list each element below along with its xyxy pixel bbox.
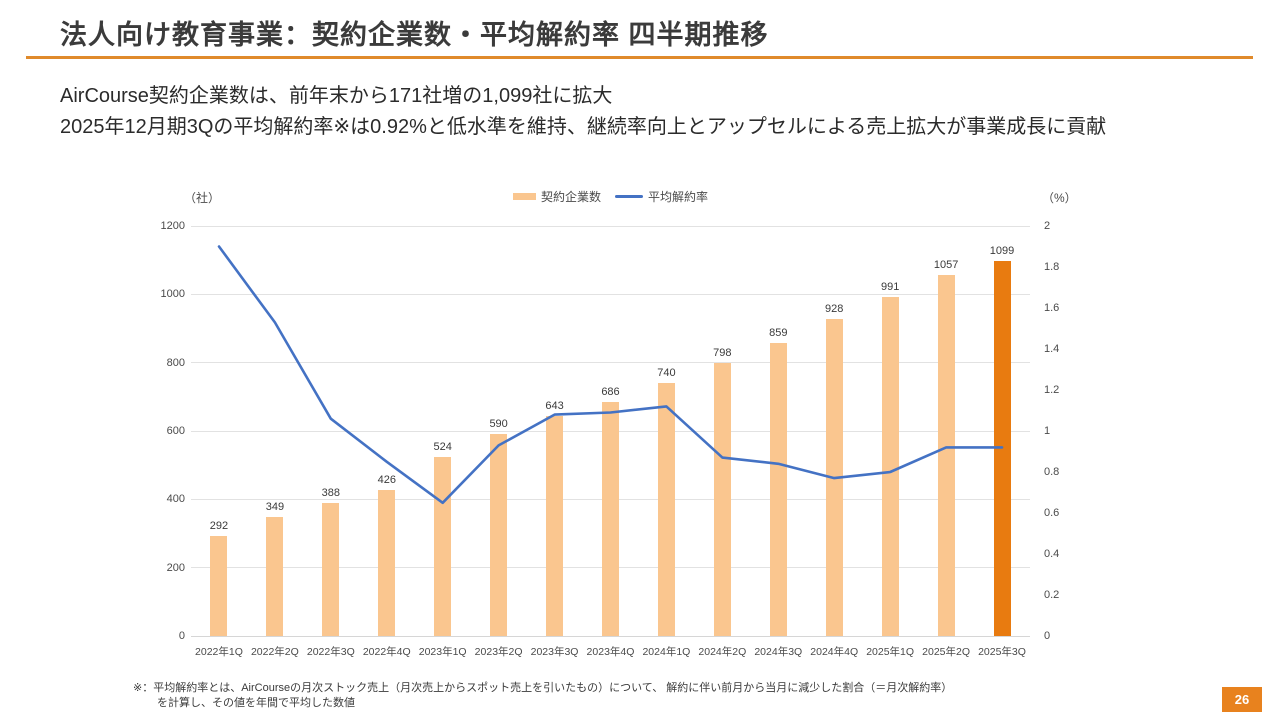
bar-value-label: 1057	[933, 258, 959, 271]
bar-value-label: 426	[377, 474, 396, 487]
footnote: ※：平均解約率とは、AirCourseの月次ストック売上（月次売上からスポット売…	[133, 681, 952, 711]
right-axis-tick-label: 0.8	[1044, 466, 1060, 478]
chart-legend: 契約企業数 平均解約率	[191, 188, 1030, 204]
right-axis-tick-label: 2	[1044, 220, 1051, 232]
legend-bar-swatch-icon	[512, 192, 536, 200]
x-axis-label: 2023年3Q	[530, 646, 579, 658]
x-axis-label: 2024年3Q	[754, 646, 803, 658]
right-axis-tick-label: 0.4	[1044, 548, 1060, 560]
bar-value-label: 349	[265, 500, 285, 513]
left-axis-tick-label: 1000	[160, 288, 185, 301]
bar-value-label: 928	[825, 302, 844, 315]
bar	[266, 516, 284, 636]
bar-value-label: 686	[601, 385, 620, 398]
x-axis-label: 2023年2Q	[474, 646, 523, 658]
x-axis-label: 2025年1Q	[866, 646, 915, 658]
x-axis-label: 2025年2Q	[922, 646, 971, 658]
page-title: 法人向け教育事業：契約企業数・平均解約率 四半期推移	[60, 20, 769, 50]
x-axis-label: 2023年4Q	[586, 646, 635, 658]
subtitle-line-2: 2025年12月期3Qの平均解約率※は0.92%と低水準を維持、継続率向上とアッ…	[60, 116, 1107, 138]
bar-value-label: 1099	[989, 244, 1015, 257]
bar-value-label: 859	[769, 326, 788, 339]
left-axis-tick-label: 200	[166, 561, 185, 574]
x-axis-label: 2022年1Q	[195, 646, 243, 658]
bar-value-label: 798	[713, 347, 732, 360]
legend-item-bars: 契約企業数	[512, 188, 601, 205]
bar	[602, 401, 619, 636]
bar	[322, 503, 340, 636]
right-axis-tick-label: 1.8	[1044, 261, 1060, 273]
right-axis-tick-label: 1.4	[1044, 343, 1060, 355]
right-axis-tick-label: 1.2	[1044, 384, 1060, 396]
bar-value-label: 991	[880, 281, 900, 294]
bar	[378, 490, 396, 636]
bar	[546, 416, 564, 636]
bar-value-label: 740	[657, 367, 676, 380]
left-axis-tick-label: 400	[166, 493, 185, 506]
legend-line-swatch-icon	[615, 194, 643, 198]
right-axis-tick-label: 0.6	[1044, 507, 1060, 519]
x-axis-label: 2024年4Q	[810, 646, 859, 658]
x-axis-label: 2022年3Q	[306, 646, 355, 658]
bar-value-label: 643	[545, 400, 564, 413]
x-axis-label: 2022年4Q	[362, 646, 411, 658]
bar	[825, 318, 843, 636]
bar	[490, 434, 508, 636]
left-axis-tick-label: 0	[178, 630, 185, 642]
left-axis-unit-label: （社）	[184, 191, 221, 205]
footnote-line-1: ※：平均解約率とは、AirCourseの月次ストック売上（月次売上からスポット売…	[133, 682, 953, 694]
x-axis-label: 2024年1Q	[642, 646, 691, 658]
bar	[713, 363, 731, 636]
bar-value-label: 590	[489, 418, 508, 431]
bar	[769, 342, 787, 636]
left-axis-tick-label: 800	[166, 356, 185, 369]
bar	[657, 383, 675, 636]
right-axis-unit-label: （%）	[1042, 191, 1077, 205]
legend-item-line: 平均解約率	[615, 188, 708, 205]
x-axis-label: 2023年1Q	[418, 646, 467, 658]
right-axis-tick-label: 0.2	[1044, 589, 1060, 601]
legend-bar-label: 契約企業数	[540, 189, 601, 204]
gridline	[191, 225, 1030, 227]
gridline	[191, 362, 1030, 364]
right-axis-tick-label: 1	[1044, 425, 1051, 437]
bar-value-label: 524	[433, 440, 452, 453]
bar	[881, 297, 899, 636]
bar-value-label: 292	[209, 520, 229, 533]
left-axis-tick-label: 600	[166, 425, 185, 437]
page-number-badge: 26	[1222, 687, 1262, 712]
bar-value-label: 388	[321, 487, 340, 500]
gridline	[191, 635, 1030, 637]
x-axis-label: 2022年2Q	[250, 646, 299, 658]
bar	[993, 260, 1011, 636]
right-axis-tick-label: 0	[1044, 630, 1051, 642]
subtitle-line-1: AirCourse契約企業数は、前年末から171社増の1,099社に拡大	[60, 85, 613, 107]
bar	[937, 274, 955, 636]
right-axis-tick-label: 1.6	[1044, 302, 1060, 314]
bar	[210, 536, 228, 636]
legend-line-label: 平均解約率	[648, 189, 709, 204]
title-underline	[26, 56, 1253, 59]
x-axis-label: 2025年3Q	[978, 646, 1026, 658]
footnote-line-2: を計算し、その値を年間で平均した数値	[157, 697, 355, 709]
left-axis-tick-label: 1200	[160, 220, 185, 232]
x-axis-label: 2024年2Q	[698, 646, 747, 658]
bar	[434, 456, 452, 636]
